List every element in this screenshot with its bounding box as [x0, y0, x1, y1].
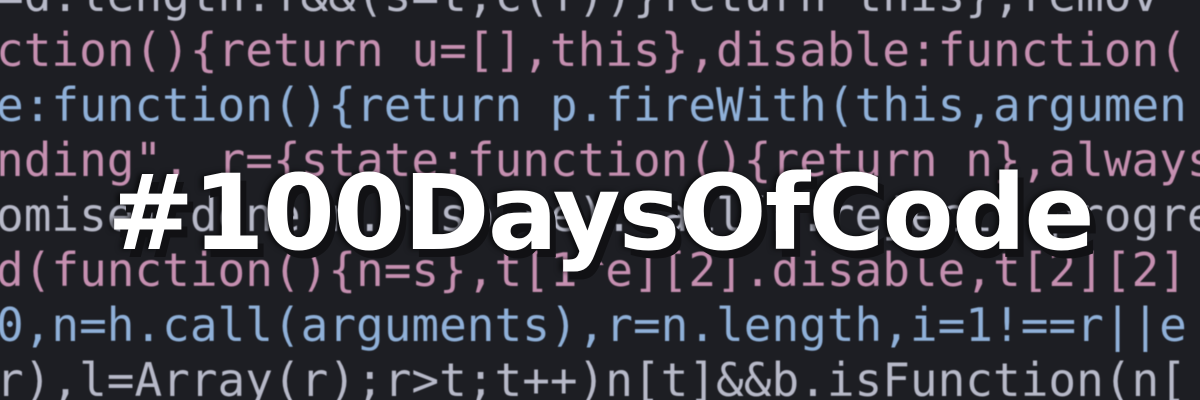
code-line: omise).done(n.resolve).fail(n.reject).pr… [0, 188, 1200, 242]
code-line: e:function(){return p.fireWith(this,argu… [0, 78, 1187, 132]
banner-title: #100DaysOfCode [107, 152, 1095, 274]
code-line: 0,n=h.call(arguments),r=n.length,i=1!==r… [0, 298, 1187, 352]
code-line: r),l=Array(r);r>t;t++)n[t]&&b.isFunction… [0, 353, 1187, 400]
code-line: nding", r={state:function(){return n},al… [0, 133, 1200, 187]
code-line: d(function(){n=s},t[1^e][2].disable,t[2]… [0, 243, 1187, 297]
code-line: =d.length.f&&(s=t,c(f))}return this},rem… [0, 0, 1159, 23]
code-line: ction(){return u=[],this},disable:functi… [0, 23, 1187, 77]
